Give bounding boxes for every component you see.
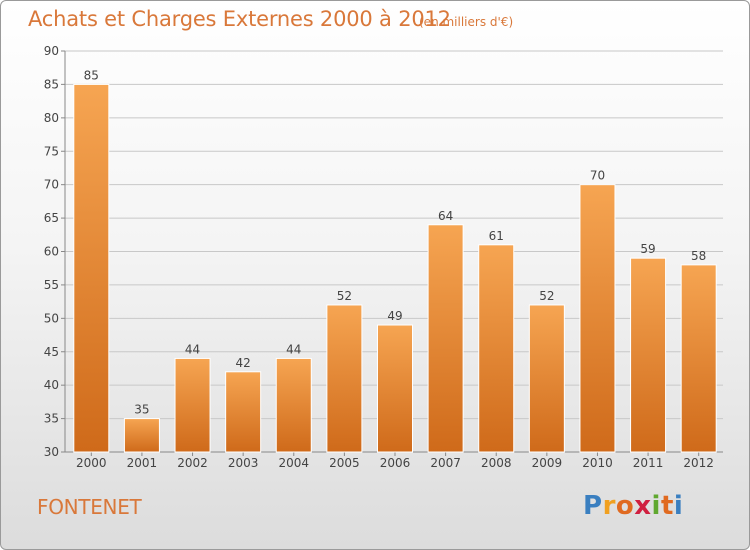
y-tick-label: 40 (44, 378, 59, 392)
bar (123, 418, 160, 453)
y-tick-label: 85 (44, 77, 59, 91)
data-label: 49 (387, 309, 402, 323)
chart-title: Achats et Charges Externes 2000 à 2012 (28, 7, 451, 31)
bar (680, 264, 717, 453)
bar (377, 324, 413, 453)
data-label: 35 (134, 403, 149, 417)
bar (478, 244, 515, 453)
x-tick-label: 2010 (582, 456, 613, 470)
axes: 30 35 40 45 50 55 60 65 70 75 80 85 90 2000 2001 2002 20… (44, 44, 723, 470)
y-tick-label: 35 (44, 412, 59, 426)
x-tick-label: 2008 (481, 456, 512, 470)
bar (225, 371, 262, 453)
logo-letter: t (660, 491, 674, 521)
logo-letter: o (615, 491, 635, 521)
logo-letter: i (651, 491, 661, 521)
logo-letter: i (673, 491, 684, 521)
data-label: 64 (438, 209, 453, 223)
x-tick-label: 2012 (683, 456, 714, 470)
data-label: 44 (185, 342, 200, 356)
bar (528, 304, 565, 453)
y-tick-label: 30 (44, 445, 59, 459)
y-tick-label: 60 (44, 245, 59, 259)
data-label: 52 (337, 289, 352, 303)
x-tick-label: 2003 (228, 456, 259, 470)
y-tick-label: 90 (44, 44, 59, 58)
y-tick-label: 70 (44, 178, 59, 192)
logo-letter: P (583, 491, 603, 521)
proxiti-logo[interactable]: Proxiti (583, 491, 683, 521)
data-label: 85 (84, 68, 99, 82)
x-tick-label: 2009 (532, 456, 563, 470)
y-tick-label: 75 (44, 144, 59, 158)
data-label: 70 (590, 169, 605, 183)
bar (579, 184, 616, 453)
bars (73, 83, 717, 453)
y-tick-label: 45 (44, 345, 59, 359)
bar (326, 304, 363, 453)
x-tick-label: 2004 (278, 456, 309, 470)
x-tick-label: 2005 (329, 456, 360, 470)
y-tick-label: 65 (44, 211, 59, 225)
data-labels: 85 35 44 42 44 52 49 64 61 52 70 59 58 (84, 68, 707, 416)
place-name: FONTENET (37, 495, 142, 519)
x-tick-label: 2007 (430, 456, 461, 470)
x-tick-label: 2006 (380, 456, 411, 470)
y-tick-label: 80 (44, 111, 59, 125)
logo-letter: x (634, 491, 652, 521)
bar (630, 257, 667, 453)
data-label: 44 (286, 342, 301, 356)
logo-letter: r (602, 491, 616, 521)
x-tick-label: 2011 (633, 456, 664, 470)
bar (73, 83, 110, 453)
x-tick-label: 2002 (177, 456, 208, 470)
bar (427, 224, 464, 453)
data-label: 52 (539, 289, 554, 303)
y-tick-label: 55 (44, 278, 59, 292)
data-label: 61 (489, 229, 504, 243)
data-label: 42 (236, 356, 251, 370)
x-tick-label: 2000 (76, 456, 107, 470)
data-label: 58 (691, 249, 706, 263)
y-tick-label: 50 (44, 311, 59, 325)
bar (275, 357, 312, 453)
x-tick-label: 2001 (127, 456, 158, 470)
bar (174, 357, 211, 453)
unit-note: (en milliers d'€) (419, 15, 514, 29)
data-label: 59 (640, 242, 655, 256)
